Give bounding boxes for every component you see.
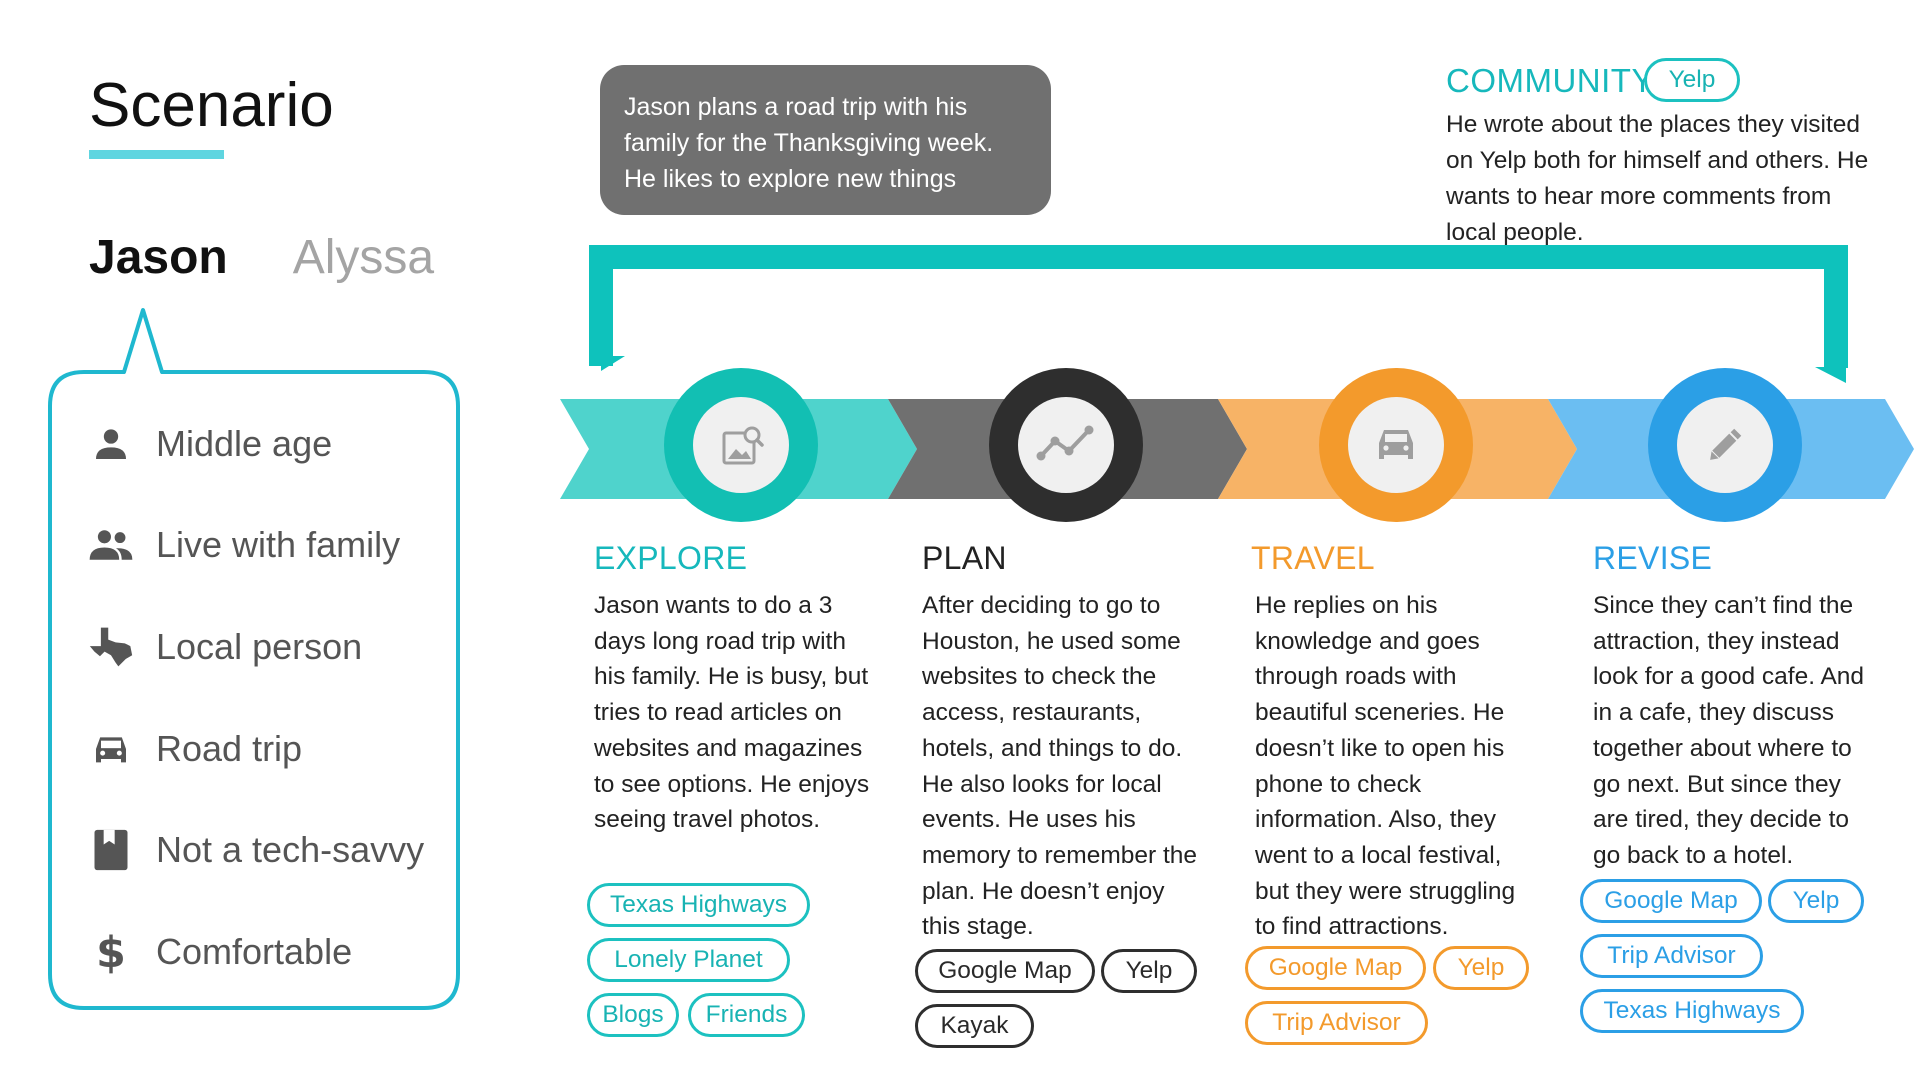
person-icon: [88, 421, 134, 467]
attr-not-tech-savvy: Not a tech-savvy: [88, 820, 424, 880]
attr-local-person: Local person: [88, 617, 362, 677]
stage-ring-explore: [664, 368, 818, 522]
title-underline: [89, 150, 224, 159]
tag-yelp[interactable]: Yelp: [1768, 879, 1864, 923]
scenario-title: Scenario: [89, 71, 334, 140]
tag-friends[interactable]: Friends: [688, 993, 805, 1037]
stage-title-explore: EXPLORE: [594, 540, 748, 576]
tab-jason[interactable]: Jason: [89, 231, 228, 284]
tag-kayak[interactable]: Kayak: [915, 1004, 1034, 1048]
pencil-icon: [1710, 428, 1742, 460]
tag-trip-advisor[interactable]: Trip Advisor: [1245, 1001, 1428, 1045]
family-icon: [88, 522, 134, 568]
bracket-right-tip: [1815, 367, 1846, 383]
stage-title-travel: TRAVEL: [1251, 540, 1375, 576]
bookmark-icon: [88, 827, 134, 873]
tag-blogs[interactable]: Blogs: [587, 993, 679, 1037]
tag-google-map[interactable]: Google Map: [915, 949, 1095, 993]
feedback-loop-bracket: [589, 245, 1848, 368]
dollar-icon: $: [88, 929, 134, 975]
trend-icon: [1036, 425, 1094, 461]
stage-title-plan: PLAN: [922, 540, 1007, 576]
attr-live-with-family: Live with family: [88, 515, 400, 575]
stage-desc-travel: He replies on his knowledge and goes thr…: [1255, 592, 1516, 941]
stage-ring-plan: [989, 368, 1143, 522]
tag-texas-highways[interactable]: Texas Highways: [587, 883, 810, 927]
intro-speech-box: Jason plans a road trip with his family …: [600, 65, 1051, 215]
tag-yelp[interactable]: Yelp: [1433, 946, 1529, 990]
car-icon: [88, 726, 134, 772]
community-title: COMMUNITY: [1446, 62, 1654, 99]
attr-middle-age: Middle age: [88, 414, 332, 474]
persona-card: [48, 308, 460, 1010]
image-search-icon: [722, 426, 764, 465]
tag-google-map[interactable]: Google Map: [1245, 946, 1426, 990]
stage-title-revise: REVISE: [1593, 540, 1713, 576]
stage-desc-explore: Jason wants to do a 3 days long road tri…: [594, 592, 870, 834]
attr-comfortable: $ Comfortable: [88, 922, 352, 982]
tab-alyssa[interactable]: Alyssa: [292, 231, 435, 284]
attr-road-trip: Road trip: [88, 719, 302, 779]
tag-yelp[interactable]: Yelp: [1101, 949, 1197, 993]
tag-yelp[interactable]: Yelp: [1644, 58, 1740, 102]
tag-google-map[interactable]: Google Map: [1580, 879, 1762, 923]
bracket-left-tip: [601, 356, 625, 371]
tag-texas-highways[interactable]: Texas Highways: [1580, 989, 1804, 1033]
stage-desc-plan: After deciding to go to Houston, he used…: [922, 592, 1198, 941]
texas-icon: [88, 624, 134, 670]
stage-desc-revise: Since they can’t find the attraction, th…: [1593, 592, 1865, 869]
car-stage-icon: [1379, 430, 1413, 459]
tag-lonely-planet[interactable]: Lonely Planet: [587, 938, 790, 982]
persona-tabs: Jason Alyssa: [89, 230, 434, 285]
tag-trip-advisor[interactable]: Trip Advisor: [1580, 934, 1763, 978]
svg-text:$: $: [96, 929, 126, 975]
community-description: He wrote about the places they visited o…: [1446, 111, 1869, 246]
